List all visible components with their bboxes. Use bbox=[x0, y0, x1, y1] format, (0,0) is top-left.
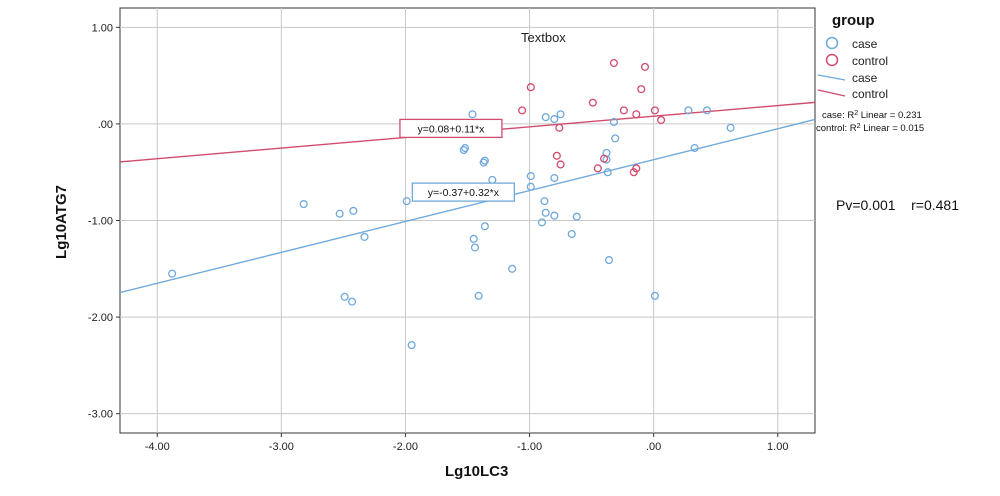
point-case bbox=[537, 218, 547, 227]
point-control bbox=[526, 83, 535, 92]
fit-equation-text: y=0.08+0.11*x bbox=[417, 123, 485, 135]
point-case bbox=[526, 182, 535, 191]
fit-equation-boxes: y=-0.37+0.32*x y=0.08+0.11*x bbox=[399, 118, 515, 202]
point-case bbox=[468, 110, 477, 119]
point-control bbox=[552, 151, 561, 160]
point-case bbox=[650, 291, 659, 300]
y-tick-label: -3.00 bbox=[88, 409, 113, 421]
point-case bbox=[480, 156, 489, 165]
legend-case-line-label: case bbox=[852, 71, 878, 85]
legend-case-marker-label: case bbox=[852, 37, 878, 51]
point-case bbox=[556, 110, 565, 119]
point-case bbox=[479, 158, 488, 167]
legend-control-line bbox=[817, 89, 846, 97]
legend-control-line-label: control bbox=[852, 87, 888, 101]
point-control bbox=[619, 106, 628, 115]
legend: group case control case control case: R2… bbox=[816, 12, 924, 134]
legend-r2-case: case: R2 Linear = 0.231 bbox=[822, 110, 922, 121]
x-tick-label: -3.00 bbox=[269, 441, 294, 453]
point-case bbox=[469, 234, 478, 243]
x-tick-label: -1.00 bbox=[517, 441, 542, 453]
point-control bbox=[632, 110, 641, 119]
point-case bbox=[526, 172, 535, 181]
y-tick-label: .00 bbox=[98, 119, 113, 131]
data-points bbox=[168, 59, 735, 350]
fit-equation-control: y=0.08+0.11*x bbox=[399, 118, 503, 139]
point-case bbox=[470, 243, 479, 252]
point-control bbox=[555, 123, 564, 132]
fit-equation-text: y=-0.37+0.32*x bbox=[428, 187, 500, 199]
point-control bbox=[650, 106, 659, 115]
point-case bbox=[603, 168, 612, 177]
y-tick-label: -2.00 bbox=[88, 312, 113, 324]
legend-case-marker bbox=[825, 36, 839, 50]
fit-equation-box bbox=[399, 118, 503, 139]
textbox-annotation: Textbox bbox=[521, 30, 566, 45]
point-case bbox=[348, 297, 357, 306]
point-case bbox=[402, 197, 411, 206]
point-case bbox=[360, 232, 369, 241]
point-case bbox=[550, 115, 559, 124]
point-case bbox=[459, 145, 468, 155]
point-case bbox=[541, 208, 550, 217]
plot-area: y=-0.37+0.32*x y=0.08+0.11*x bbox=[119, 7, 816, 434]
point-case bbox=[407, 341, 416, 350]
point-control bbox=[632, 164, 641, 173]
legend-r2-control: control: R2 Linear = 0.015 bbox=[816, 123, 924, 134]
point-case bbox=[702, 106, 712, 115]
point-control bbox=[609, 59, 618, 68]
fit-line-case bbox=[119, 118, 816, 294]
point-case bbox=[508, 264, 517, 273]
point-case bbox=[690, 144, 699, 153]
y-axis-title: Lg10ATG7 bbox=[53, 185, 70, 259]
x-axis-ticks: -4.00 -3.00 -2.00 -1.00 .00 1.00 bbox=[145, 433, 788, 453]
point-case bbox=[474, 291, 483, 300]
point-case bbox=[609, 117, 618, 127]
point-case bbox=[572, 212, 581, 221]
legend-title: group bbox=[832, 12, 875, 29]
point-case bbox=[550, 173, 559, 183]
x-tick-label: 1.00 bbox=[767, 441, 788, 453]
legend-control-marker bbox=[825, 53, 839, 67]
point-control bbox=[593, 164, 602, 173]
point-control bbox=[556, 160, 565, 169]
x-tick-label: -2.00 bbox=[393, 441, 418, 453]
point-case bbox=[540, 197, 549, 206]
point-case bbox=[726, 123, 735, 132]
legend-control-marker-label: control bbox=[852, 54, 888, 68]
fit-equation-case: y=-0.37+0.32*x bbox=[411, 182, 515, 202]
fit-equation-box bbox=[411, 182, 515, 202]
point-case bbox=[349, 206, 358, 215]
point-case bbox=[684, 106, 693, 115]
point-case bbox=[611, 134, 620, 143]
point-case bbox=[541, 113, 550, 122]
point-case bbox=[488, 175, 497, 184]
legend-case-line bbox=[817, 74, 846, 81]
point-control bbox=[657, 115, 666, 125]
point-case bbox=[480, 222, 489, 231]
point-case bbox=[335, 209, 344, 218]
point-control bbox=[518, 106, 527, 115]
stats-annotation: Pv=0.001 r=0.481 bbox=[836, 197, 959, 213]
point-case bbox=[460, 144, 470, 153]
x-tick-label: -4.00 bbox=[145, 441, 170, 453]
point-case bbox=[340, 292, 349, 301]
y-axis-ticks: 1.00 .00 -1.00 -2.00 -3.00 bbox=[88, 22, 120, 421]
point-control bbox=[599, 154, 609, 163]
x-tick-label: .00 bbox=[646, 441, 661, 453]
point-control bbox=[637, 85, 646, 94]
point-control bbox=[588, 98, 597, 107]
point-control bbox=[640, 62, 650, 71]
point-case bbox=[567, 229, 576, 239]
point-case bbox=[299, 200, 308, 209]
point-case bbox=[550, 211, 559, 220]
point-case bbox=[604, 256, 614, 265]
grid-lines bbox=[120, 8, 815, 433]
x-axis-title: Lg10LC3 bbox=[445, 463, 508, 480]
y-tick-label: -1.00 bbox=[88, 216, 113, 228]
point-case bbox=[168, 269, 177, 278]
y-tick-label: 1.00 bbox=[92, 22, 113, 34]
